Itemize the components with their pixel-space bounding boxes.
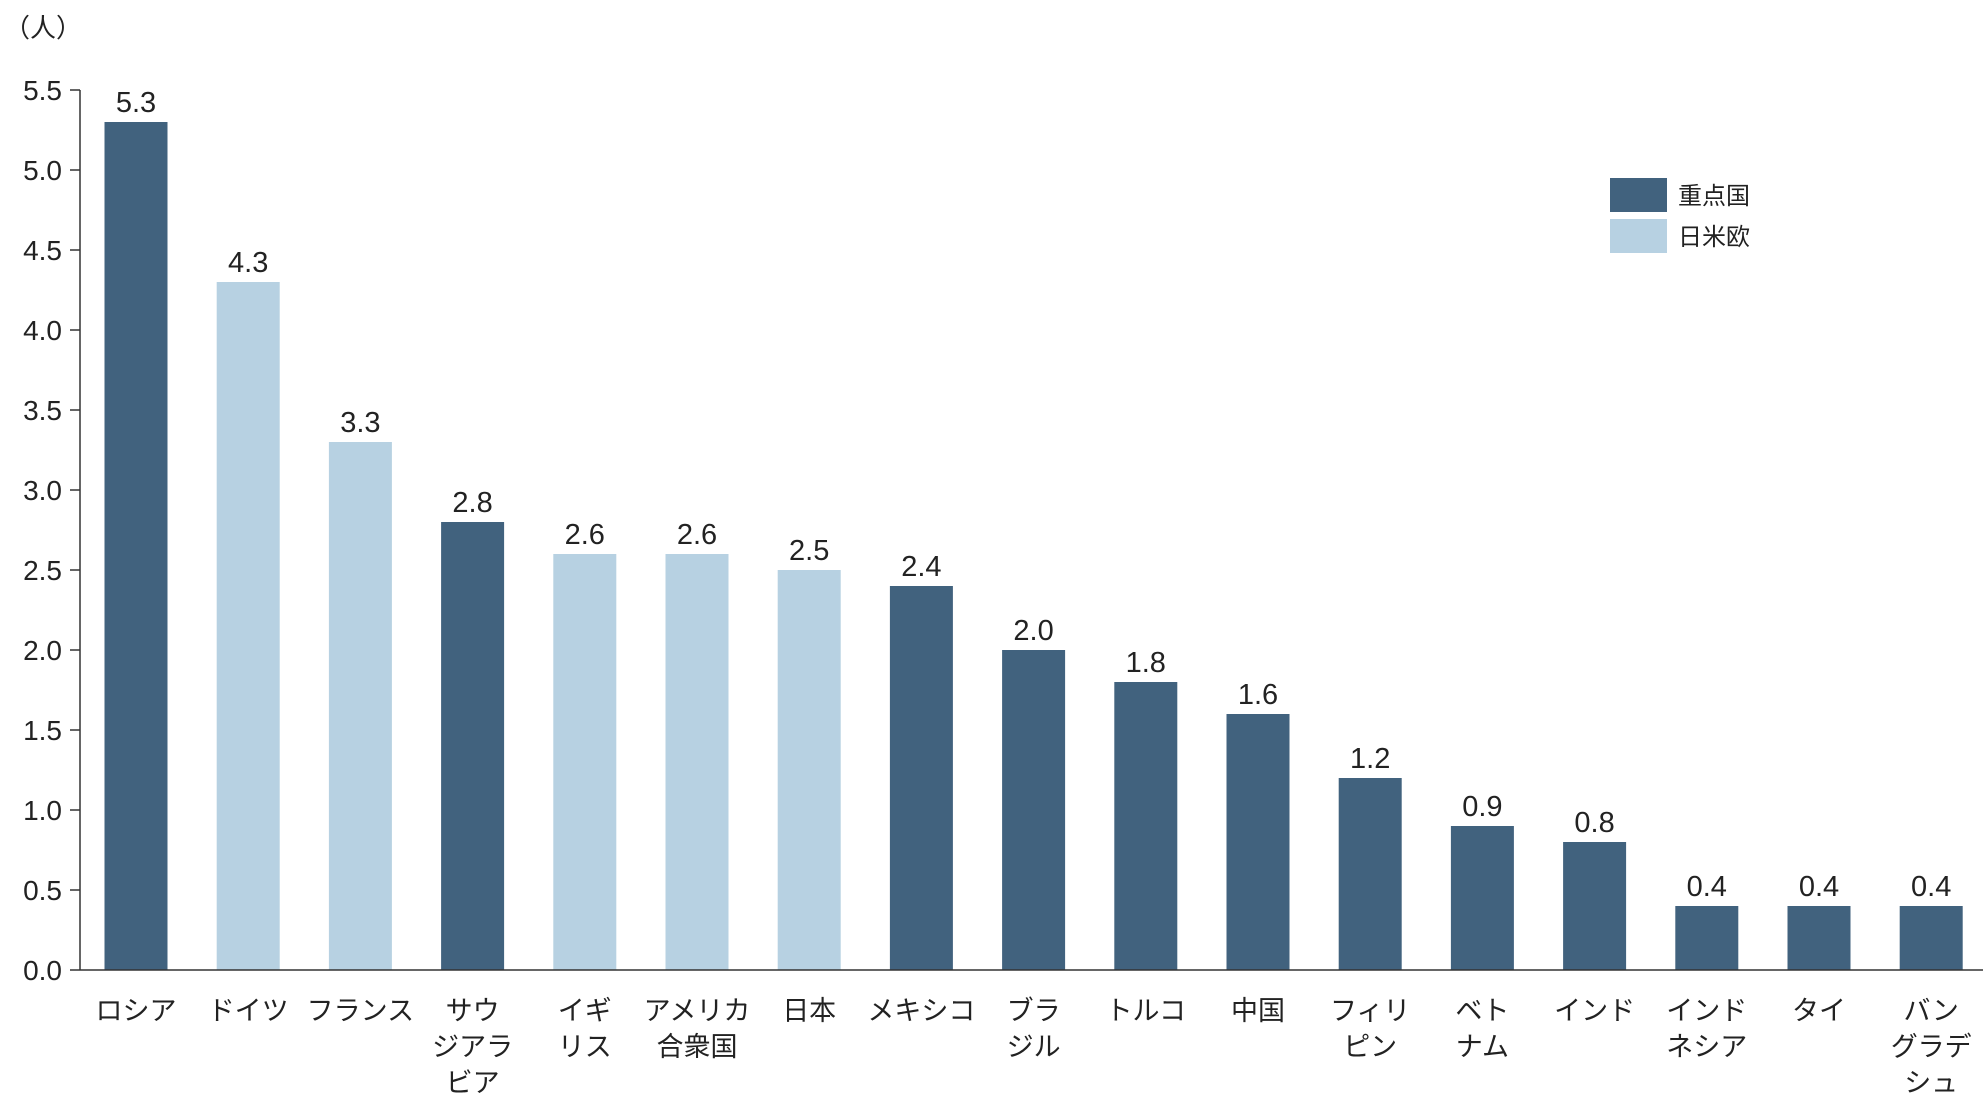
bar	[216, 282, 280, 970]
bar	[1450, 826, 1514, 970]
y-tick-label: 5.5	[23, 75, 62, 106]
bars-group: 5.3 4.3 3.3 2.8 2.6 2.6 2.5 2.4 2.0 1.8 1.6 1.2 0.9 0…	[104, 87, 1963, 970]
data-label: 4.3	[228, 247, 268, 279]
data-label: 1.2	[1350, 743, 1390, 775]
y-tick-label: 3.5	[23, 395, 62, 426]
data-label: 2.6	[677, 519, 717, 551]
y-tick-label: 5.0	[23, 155, 62, 186]
y-tick-label: 1.5	[23, 715, 62, 746]
y-tick-label: 2.5	[23, 555, 62, 586]
data-label: 2.4	[901, 551, 941, 583]
legend-swatch	[1610, 178, 1667, 212]
bar	[1338, 778, 1402, 970]
bar	[328, 442, 392, 970]
bar	[1114, 682, 1178, 970]
y-axis: 0.0 0.5 1.0 1.5 2.0 2.5 3.0 3.5 4.0 4.5 5.0 5.5	[23, 75, 80, 986]
x-tick-label: ブラジル	[1007, 996, 1061, 1063]
x-tick-label: イギリス	[558, 996, 612, 1063]
x-tick-label: インド	[1554, 996, 1635, 1027]
x-tick-label: フィリピン	[1330, 996, 1410, 1063]
x-tick-label: インドネシア	[1666, 996, 1747, 1063]
x-tick-label: トルコ	[1106, 996, 1186, 1027]
y-tick-label: 0.5	[23, 875, 62, 906]
x-tick-label: フランス	[307, 996, 414, 1027]
data-label: 5.3	[116, 87, 156, 119]
bar	[553, 554, 617, 970]
legend-swatch	[1610, 219, 1667, 253]
y-tick-label: 1.0	[23, 795, 62, 826]
data-label: 3.3	[340, 407, 380, 439]
data-label: 2.5	[789, 535, 829, 567]
x-tick-label: バングラデシュ	[1891, 996, 1972, 1096]
bar	[104, 122, 168, 970]
bar	[1226, 714, 1290, 970]
bar	[889, 586, 953, 970]
x-tick-label: ドイツ	[208, 996, 289, 1027]
x-tick-label: 日本	[782, 996, 836, 1027]
legend-label: 重点国	[1678, 182, 1750, 210]
x-tick-label: アメリカ合衆国	[644, 996, 751, 1063]
x-tick-label: ロシア	[96, 996, 177, 1027]
data-label: 2.0	[1013, 615, 1053, 647]
y-tick-label: 4.0	[23, 315, 62, 346]
data-label: 0.9	[1462, 791, 1502, 823]
data-label: 0.4	[1799, 871, 1839, 903]
data-label: 2.8	[452, 487, 492, 519]
bar	[1563, 842, 1627, 970]
axes-lines	[79, 90, 1983, 971]
y-axis-unit-label: （人）	[4, 14, 83, 44]
x-tick-label: サウジアラビア	[432, 996, 513, 1096]
legend-label: 日米欧	[1678, 223, 1750, 251]
bar	[1675, 906, 1739, 970]
y-tick-label: 0.0	[23, 955, 62, 986]
y-tick-label: 3.0	[23, 475, 62, 506]
bar	[1787, 906, 1851, 970]
data-label: 1.6	[1238, 679, 1278, 711]
bar	[777, 570, 841, 970]
y-tick-label: 4.5	[23, 235, 62, 266]
x-tick-label: タイ	[1792, 996, 1846, 1027]
x-tick-label: ベトナム	[1455, 996, 1509, 1063]
x-tick-label: メキシコ	[867, 996, 975, 1027]
bar	[441, 522, 505, 970]
data-label: 1.8	[1126, 647, 1166, 679]
data-label: 0.4	[1687, 871, 1727, 903]
bar	[1002, 650, 1066, 970]
y-tick-label: 2.0	[23, 635, 62, 666]
data-label: 0.8	[1574, 807, 1614, 839]
bar	[1899, 906, 1963, 970]
data-label: 2.6	[565, 519, 605, 551]
bar	[665, 554, 729, 970]
data-label: 0.4	[1911, 871, 1951, 903]
x-tick-label: 中国	[1231, 996, 1285, 1027]
